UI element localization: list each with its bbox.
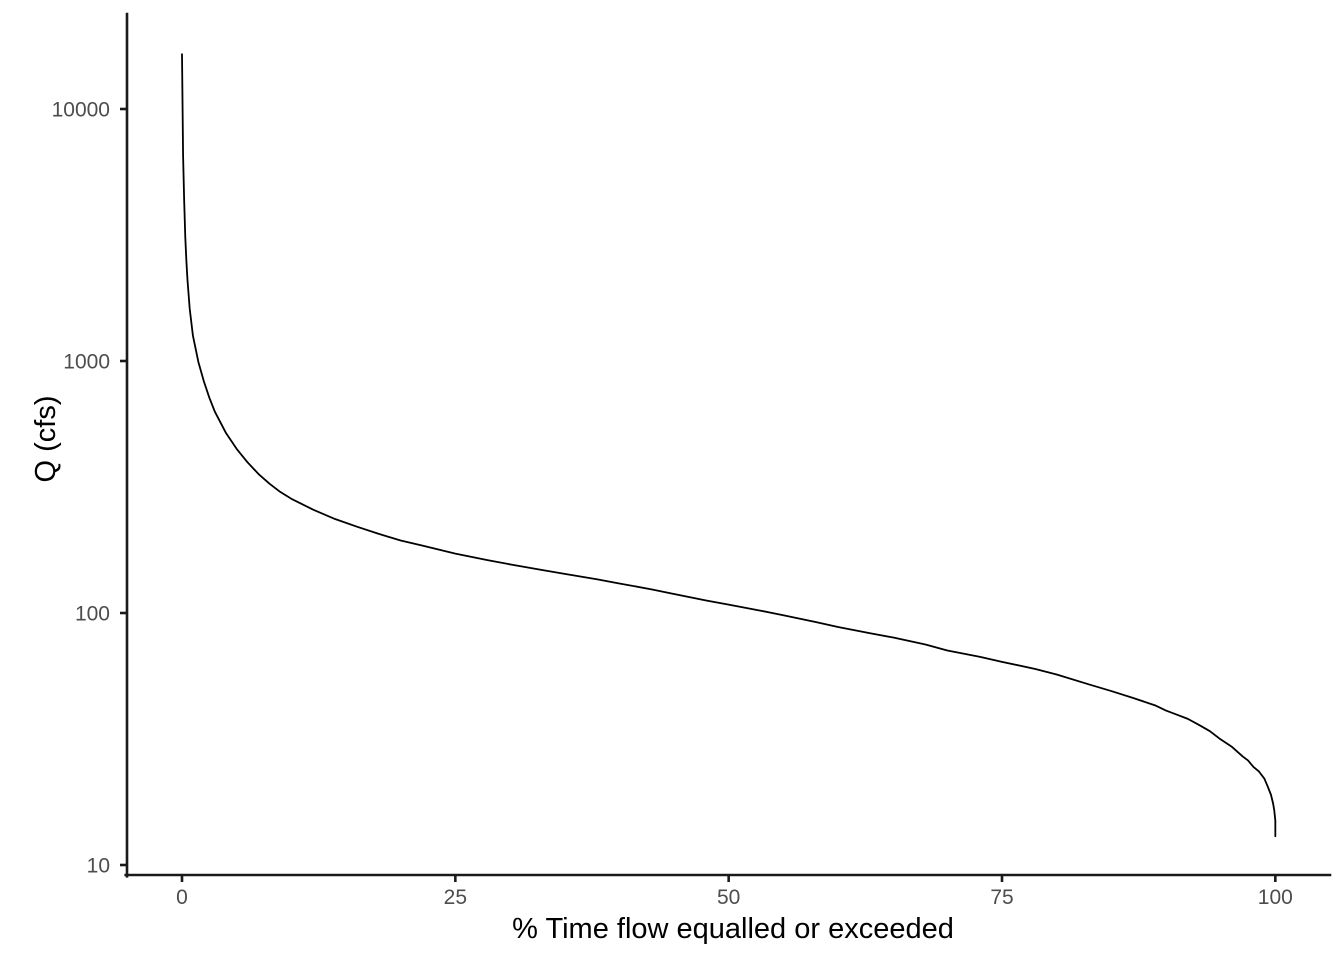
x-tick-label: 25 (444, 886, 467, 909)
y-tick-label: 100 (75, 603, 110, 626)
x-axis-ticks: 0 25 50 75 100 (176, 875, 1293, 909)
x-axis-title: % Time flow equalled or exceeded (512, 913, 954, 945)
x-tick-label: 75 (990, 886, 1013, 909)
x-tick-label: 50 (717, 886, 740, 909)
y-tick-label: 10000 (52, 99, 110, 122)
x-tick-label: 0 (176, 886, 188, 909)
y-tick-label: 1000 (63, 351, 110, 374)
y-axis-title: Q (cfs) (30, 396, 62, 483)
y-axis-ticks: 10 100 1000 10000 (52, 99, 127, 878)
y-tick-label: 10 (87, 855, 110, 878)
flow-duration-curve-line (181, 53, 1277, 838)
x-tick-label: 100 (1258, 886, 1293, 909)
